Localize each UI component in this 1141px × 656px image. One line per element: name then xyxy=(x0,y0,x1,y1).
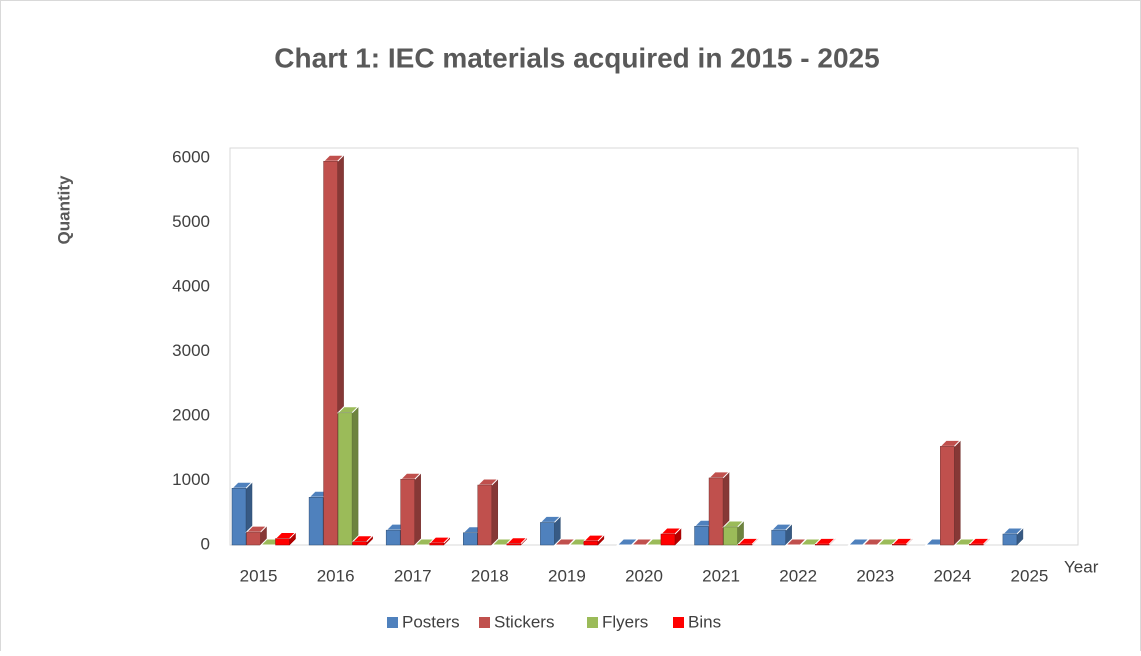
bar xyxy=(723,526,738,546)
bar xyxy=(429,542,444,546)
legend-swatch xyxy=(387,617,398,628)
bar xyxy=(708,477,724,546)
x-tick-label: 2024 xyxy=(933,566,971,585)
bar xyxy=(477,484,493,546)
x-tick-label: 2020 xyxy=(625,566,663,585)
bar-side xyxy=(491,478,499,546)
y-tick-label: 5000 xyxy=(172,212,210,231)
y-tick-label: 0 xyxy=(201,534,210,553)
x-tick-label: 2018 xyxy=(471,566,509,585)
bar xyxy=(694,526,709,546)
bar xyxy=(463,532,478,546)
bar xyxy=(940,446,955,546)
y-tick-label: 3000 xyxy=(172,341,210,360)
y-axis-title: Quantity xyxy=(54,175,73,244)
bar xyxy=(583,540,599,546)
bar xyxy=(660,533,676,546)
bar xyxy=(231,487,247,546)
x-tick-label: 2019 xyxy=(548,566,586,585)
bar-side xyxy=(954,439,961,546)
bar xyxy=(1002,533,1018,546)
x-tick-label: 2025 xyxy=(1011,566,1049,585)
y-tick-label: 2000 xyxy=(172,405,210,424)
bar xyxy=(246,531,261,546)
y-tick-label: 4000 xyxy=(172,276,210,295)
bar xyxy=(308,497,324,546)
legend-label: Stickers xyxy=(494,612,554,631)
bar xyxy=(323,160,338,546)
bar xyxy=(737,544,753,546)
x-tick-label: 2017 xyxy=(394,566,432,585)
x-tick-label: 2023 xyxy=(856,566,894,585)
bar xyxy=(337,412,353,546)
bar-side xyxy=(414,472,421,546)
legend-swatch xyxy=(479,617,490,628)
legend-label: Bins xyxy=(688,612,721,631)
y-tick-label: 1000 xyxy=(172,470,210,489)
legend-swatch xyxy=(587,617,598,628)
bar xyxy=(814,544,830,546)
x-tick-label: 2016 xyxy=(317,566,355,585)
x-tick-label: 2021 xyxy=(702,566,740,585)
y-tick-label: 6000 xyxy=(172,147,210,166)
bar xyxy=(891,544,907,546)
bar xyxy=(400,478,415,546)
legend-swatch xyxy=(673,617,684,628)
bar xyxy=(506,543,522,546)
x-tick-label: 2015 xyxy=(240,566,278,585)
bar xyxy=(275,538,290,546)
x-tick-label: 2022 xyxy=(779,566,817,585)
legend-label: Posters xyxy=(402,612,460,631)
bar-side xyxy=(351,406,359,546)
chart-title: Chart 1: IEC materials acquired in 2015 … xyxy=(274,42,879,73)
legend-label: Flyers xyxy=(602,612,648,631)
bar xyxy=(540,522,555,546)
x-axis-title: Year xyxy=(1064,557,1099,576)
bar xyxy=(771,529,786,546)
bar xyxy=(385,529,401,546)
bar xyxy=(352,541,367,546)
bar xyxy=(969,544,984,546)
